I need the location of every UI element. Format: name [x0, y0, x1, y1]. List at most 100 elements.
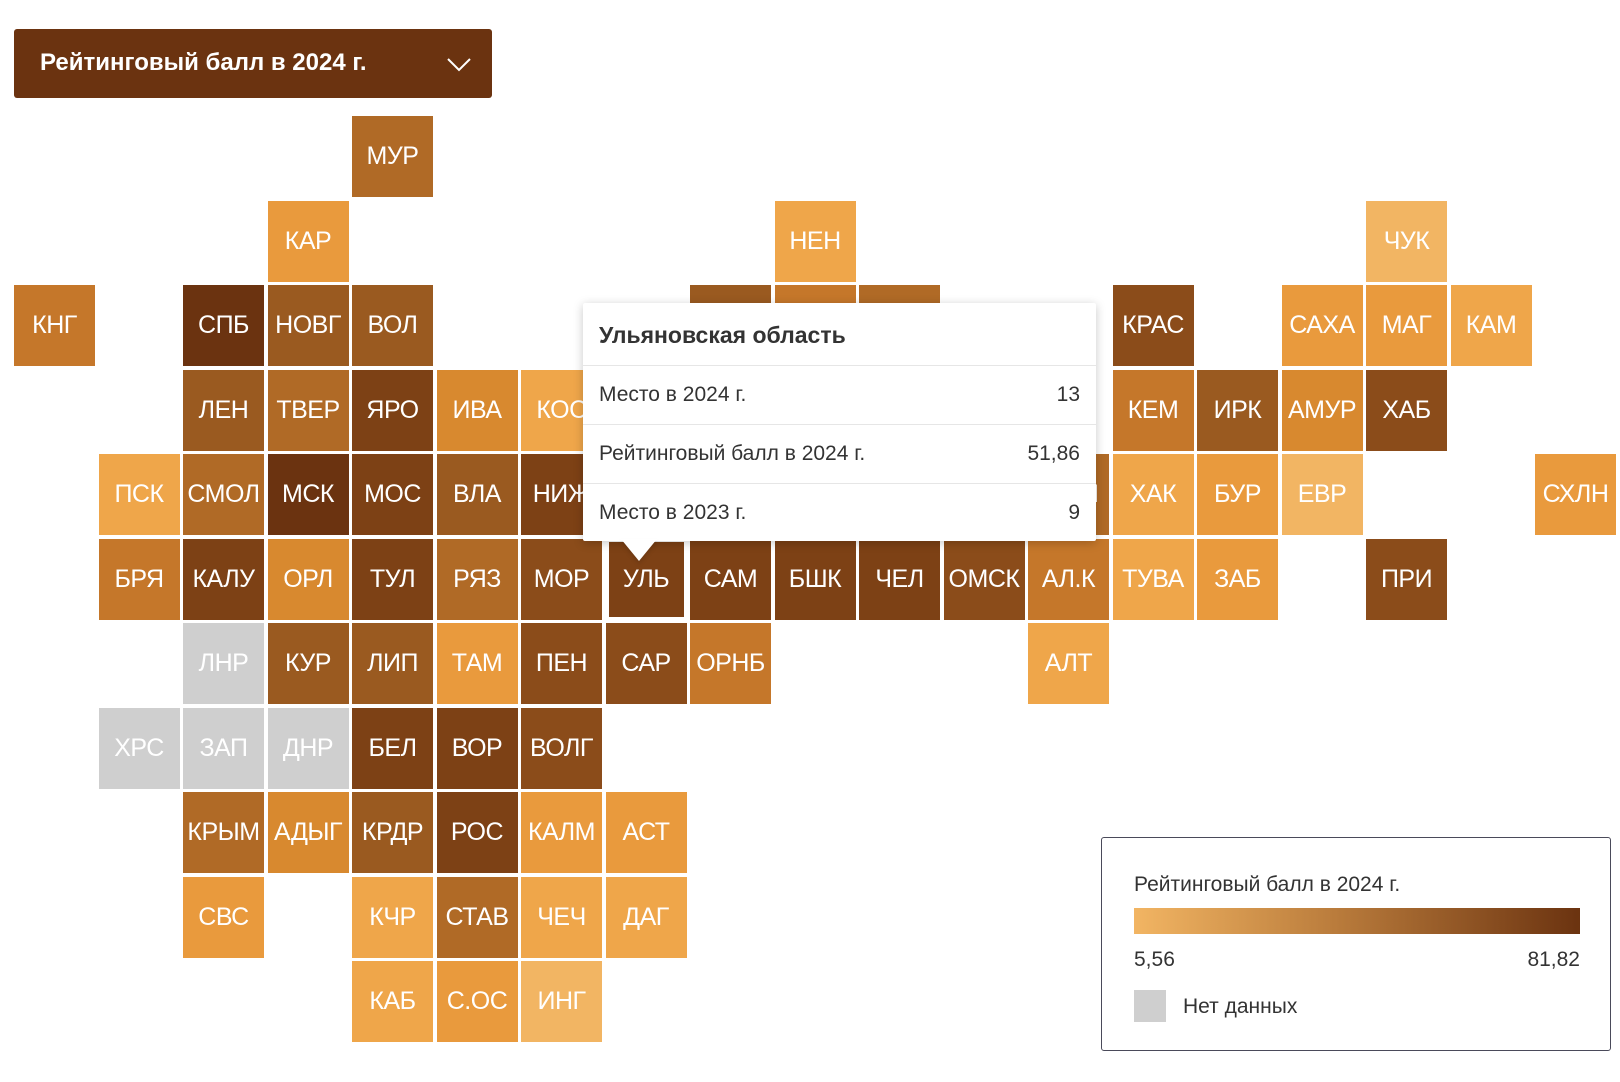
region-tile[interactable]: ТУВА — [1112, 538, 1194, 620]
region-tile[interactable]: КРАС — [1112, 285, 1194, 366]
region-code: УЛЬ — [622, 564, 670, 593]
region-tile[interactable]: С.ОС — [436, 961, 518, 1042]
region-tile[interactable]: КЕМ — [1112, 369, 1194, 451]
region-code: КРАС — [1122, 311, 1184, 339]
region-tile[interactable]: НЕН — [774, 200, 856, 282]
region-tile[interactable]: ЧУК — [1366, 200, 1447, 282]
indicator-dropdown[interactable]: Рейтинговый балл в 2024 г. — [14, 29, 492, 98]
region-tile[interactable]: РЯЗ — [436, 538, 518, 620]
region-tile[interactable]: ОРНБ — [690, 623, 771, 704]
region-tile[interactable]: КЧР — [352, 876, 433, 958]
region-tile[interactable]: БУР — [1197, 454, 1278, 535]
region-tile[interactable]: ПСК — [98, 454, 180, 535]
region-tile[interactable]: НОВГ — [267, 285, 349, 366]
region-code: КРЫМ — [187, 818, 260, 846]
region-tile[interactable]: ТВЕР — [267, 369, 349, 451]
region-tile[interactable]: КУР — [267, 623, 349, 704]
region-tile[interactable]: САР — [605, 623, 687, 704]
region-tile[interactable]: ИНГ — [521, 961, 602, 1042]
region-code: БШК — [788, 564, 842, 593]
region-tile[interactable]: ВЛА — [436, 454, 518, 535]
region-tile[interactable]: КАР — [267, 200, 349, 282]
region-tile[interactable]: ВОЛГ — [521, 707, 602, 789]
region-tile[interactable]: ТАМ — [436, 623, 518, 704]
region-code: МУР — [366, 142, 419, 170]
region-tile[interactable]: САМ — [690, 538, 771, 620]
region-tile[interactable]: ЛЕН — [183, 369, 264, 451]
region-code: ДАГ — [623, 902, 669, 931]
region-tile[interactable]: ОМСК — [943, 538, 1025, 620]
region-tile[interactable]: ЯРО — [352, 369, 433, 451]
region-code: ЛНР — [198, 649, 249, 677]
region-code: ЕВР — [1297, 480, 1347, 508]
region-tile[interactable]: СХЛН — [1535, 454, 1616, 535]
region-code: ХАБ — [1382, 395, 1431, 424]
region-code: ХАК — [1129, 480, 1177, 508]
region-code: ЛЕН — [198, 395, 249, 424]
region-code: ТУВА — [1122, 564, 1184, 593]
region-code: ВЛА — [453, 480, 501, 508]
region-tile[interactable]: ПРИ — [1366, 538, 1447, 620]
region-code: МОР — [533, 564, 590, 593]
tooltip-row-value: 9 — [1068, 501, 1080, 524]
region-tile[interactable]: ИВА — [436, 369, 518, 451]
region-code: ВОР — [451, 733, 503, 762]
region-tile[interactable]: ЛИП — [352, 623, 433, 704]
tooltip-row-value: 51,86 — [1027, 442, 1080, 465]
region-tile[interactable]: БЕЛ — [352, 707, 433, 789]
region-tile[interactable]: ВОЛ — [352, 285, 433, 366]
region-tile[interactable]: АМУР — [1281, 369, 1363, 451]
region-code: ЛИП — [367, 649, 418, 677]
region-tile[interactable]: СПБ — [183, 285, 264, 366]
region-tile[interactable]: АДЫГ — [267, 792, 349, 873]
region-tile[interactable]: ДАГ — [605, 876, 687, 958]
region-tile[interactable]: АЛ.К — [1028, 538, 1109, 620]
region-code: ТУЛ — [369, 564, 416, 593]
region-tile[interactable]: АСТ — [605, 792, 687, 873]
region-code: КНГ — [32, 311, 77, 339]
region-tile[interactable]: ТУЛ — [352, 538, 433, 620]
region-tile[interactable]: КАМ — [1450, 285, 1532, 366]
region-code: ЗАП — [199, 733, 248, 762]
region-tile[interactable]: СМОЛ — [183, 454, 264, 535]
region-tile[interactable]: ИРК — [1197, 369, 1278, 451]
region-code: СХЛН — [1542, 480, 1609, 508]
region-tile[interactable]: САХА — [1281, 285, 1363, 366]
region-tile[interactable]: КНГ — [14, 285, 95, 366]
region-tile[interactable]: ЗАБ — [1197, 538, 1278, 620]
region-tile[interactable]: ЛНР — [183, 623, 264, 704]
region-tile[interactable]: ОРЛ — [267, 538, 349, 620]
region-tile[interactable]: СВС — [183, 876, 264, 958]
region-tile[interactable]: ДНР — [267, 707, 349, 789]
region-code: ОРНБ — [696, 649, 765, 677]
region-tile[interactable]: КАЛУ — [183, 538, 264, 620]
region-tile[interactable]: ЧЕЛ — [859, 538, 940, 620]
region-tile[interactable]: РОС — [436, 792, 518, 873]
region-tile[interactable]: СТАВ — [436, 876, 518, 958]
region-code: КРДР — [361, 818, 424, 846]
region-tile[interactable]: КРЫМ — [183, 792, 264, 873]
region-tile[interactable]: БШК — [774, 538, 856, 620]
region-tile[interactable]: КАБ — [352, 961, 433, 1042]
region-tile[interactable]: ЗАП — [183, 707, 264, 789]
region-tile[interactable]: КРДР — [352, 792, 433, 873]
region-tile[interactable]: МОР — [521, 538, 602, 620]
region-tile[interactable]: КАЛМ — [521, 792, 602, 873]
region-tile[interactable]: БРЯ — [98, 538, 180, 620]
region-tile[interactable]: ХРС — [98, 707, 180, 789]
region-tile[interactable]: ХАБ — [1366, 369, 1447, 451]
region-code: ИНГ — [537, 987, 586, 1015]
region-tile[interactable]: МАГ — [1366, 285, 1447, 366]
legend-title: Рейтинговый балл в 2024 г. — [1134, 873, 1401, 896]
region-code: ВОЛ — [367, 311, 418, 339]
region-tile[interactable]: ЕВР — [1281, 454, 1363, 535]
region-code: ТАМ — [451, 649, 503, 677]
region-tile[interactable]: МСК — [267, 454, 349, 535]
region-tile[interactable]: АЛТ — [1028, 623, 1109, 704]
region-tile[interactable]: МОС — [352, 454, 433, 535]
region-tile[interactable]: ЧЕЧ — [521, 876, 602, 958]
region-tile[interactable]: ХАК — [1112, 454, 1194, 535]
region-tile[interactable]: ВОР — [436, 707, 518, 789]
region-tile[interactable]: ПЕН — [521, 623, 602, 704]
region-tile[interactable]: МУР — [352, 116, 433, 197]
